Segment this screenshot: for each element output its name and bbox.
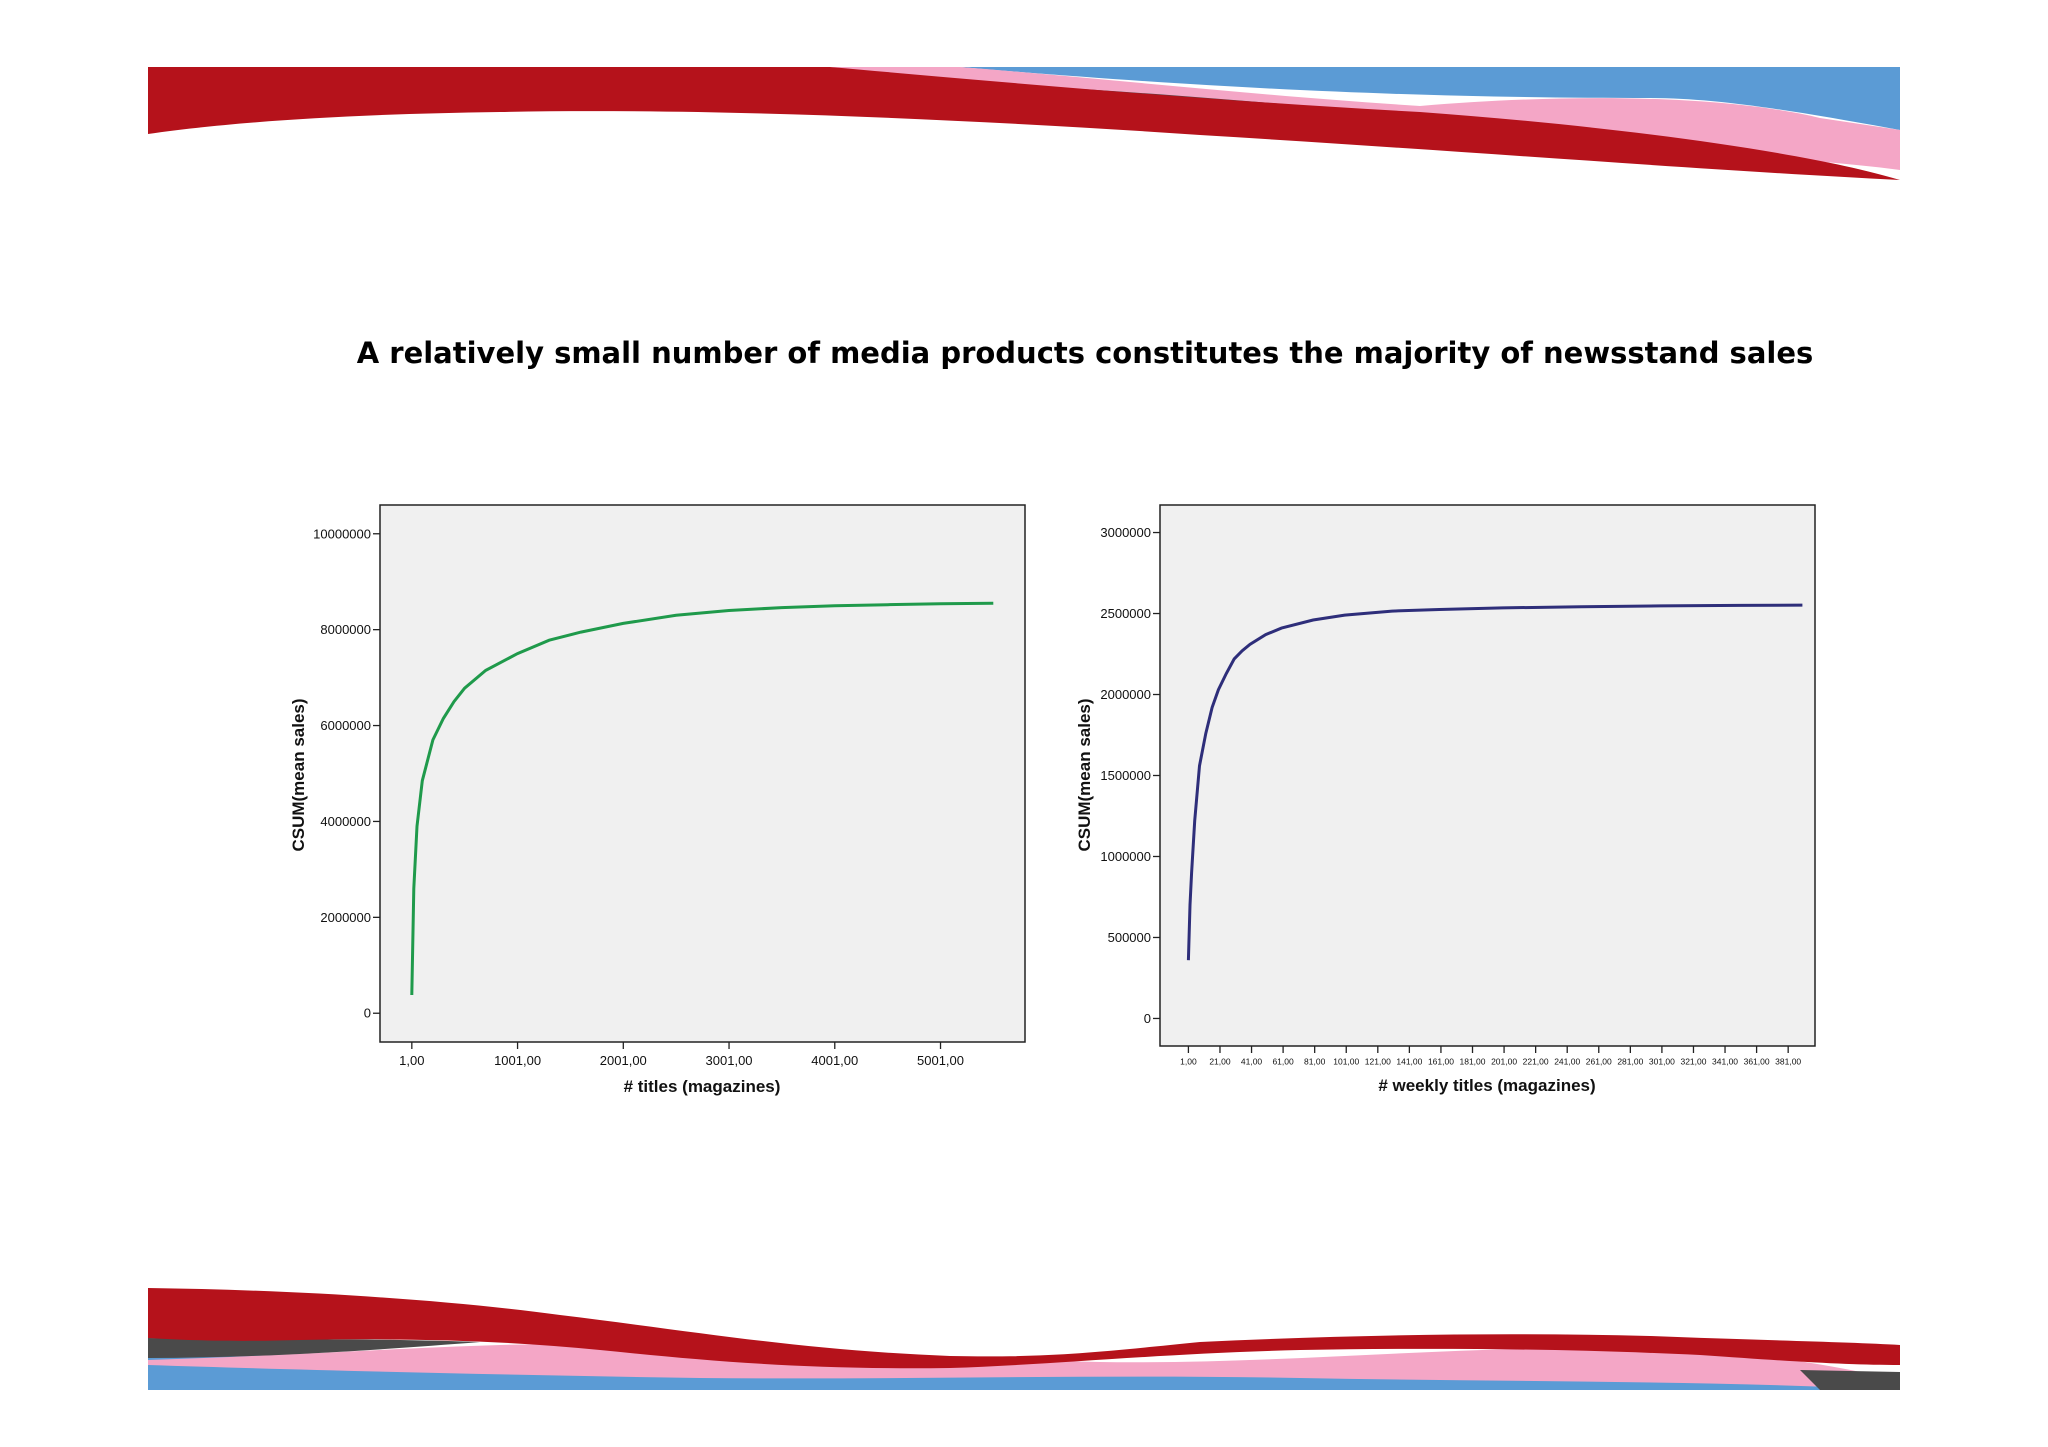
top-red-wave [148,67,1900,180]
x-tick-label: 1,00 [399,1053,424,1068]
x-tick-label: 121,00 [1365,1057,1391,1067]
x-axis-label: # weekly titles (magazines) [1378,1076,1595,1095]
x-tick-label: 61,00 [1272,1057,1294,1067]
x-tick-label: 1,00 [1180,1057,1197,1067]
slide-title: A relatively small number of media produ… [356,336,1814,370]
x-axis-ticks: 1,00 21,00 41,00 61,00 81,00 101,00 121,00 141,… [1180,1046,1801,1067]
series-line [1186,603,1803,961]
x-tick-label: 41,00 [1241,1057,1263,1067]
plot-area [379,504,1026,1043]
y-tick-label: 10000000 [313,526,371,541]
x-tick-label: 21,00 [1209,1057,1231,1067]
y-tick-label: 2500000 [1100,606,1151,621]
x-tick-label: 321,00 [1680,1057,1706,1067]
y-tick-label: 0 [364,1006,371,1021]
x-tick-label: 261,00 [1586,1057,1612,1067]
top-blue-wave [960,67,1900,130]
x-tick-label: 221,00 [1523,1057,1549,1067]
y-tick-label: 6000000 [320,718,371,733]
x-tick-label: 1001,00 [494,1053,541,1068]
y-tick-label: 1500000 [1100,768,1151,783]
bottom-pink-wave [148,1344,1900,1390]
x-tick-label: 141,00 [1396,1057,1422,1067]
x-tick-label: 281,00 [1617,1057,1643,1067]
y-axis-ticks: 0 500000 1000000 1500000 2000000 2500000 30000… [1100,525,1160,1026]
series-line [410,601,994,996]
bottom-red-wave [148,1288,1900,1369]
bottom-dark-wave [148,1338,1900,1390]
plot-area [1159,504,1816,1047]
x-tick-label: 4001,00 [811,1053,858,1068]
x-tick-label: 301,00 [1649,1057,1675,1067]
x-tick-label: 201,00 [1491,1057,1517,1067]
x-tick-label: 2001,00 [600,1053,647,1068]
bottom-wave-banner [148,1288,1900,1390]
x-tick-label: 161,00 [1428,1057,1454,1067]
x-tick-label: 341,00 [1712,1057,1738,1067]
y-tick-label: 0 [1144,1011,1151,1026]
y-tick-label: 1000000 [1100,849,1151,864]
y-tick-label: 500000 [1108,930,1151,945]
chart-titles-csum: 0 2000000 4000000 6000000 8000000 10000000 1,… [289,504,1026,1096]
y-axis-ticks: 0 2000000 4000000 6000000 8000000 10000000 [313,526,380,1021]
x-tick-label: 381,00 [1775,1057,1801,1067]
x-tick-label: 3001,00 [706,1053,753,1068]
chart-weekly-titles-csum: 0 500000 1000000 1500000 2000000 2500000 30000… [1075,504,1816,1095]
y-tick-label: 2000000 [1100,687,1151,702]
x-tick-label: 81,00 [1304,1057,1326,1067]
y-tick-label: 8000000 [320,622,371,637]
x-tick-label: 101,00 [1333,1057,1359,1067]
x-tick-label: 181,00 [1460,1057,1486,1067]
x-tick-label: 5001,00 [917,1053,964,1068]
top-wave-banner [148,67,1900,180]
x-tick-label: 241,00 [1554,1057,1580,1067]
y-axis-label: CSUM(mean sales) [1075,698,1094,851]
x-tick-label: 361,00 [1744,1057,1770,1067]
x-axis-ticks: 1,00 1001,00 2001,00 3001,00 4001,00 5001,00 [399,1042,964,1068]
y-tick-label: 4000000 [320,814,371,829]
x-axis-label: # titles (magazines) [624,1077,781,1096]
y-tick-label: 2000000 [320,910,371,925]
y-axis-label: CSUM(mean sales) [289,698,308,851]
y-tick-label: 3000000 [1100,525,1151,540]
